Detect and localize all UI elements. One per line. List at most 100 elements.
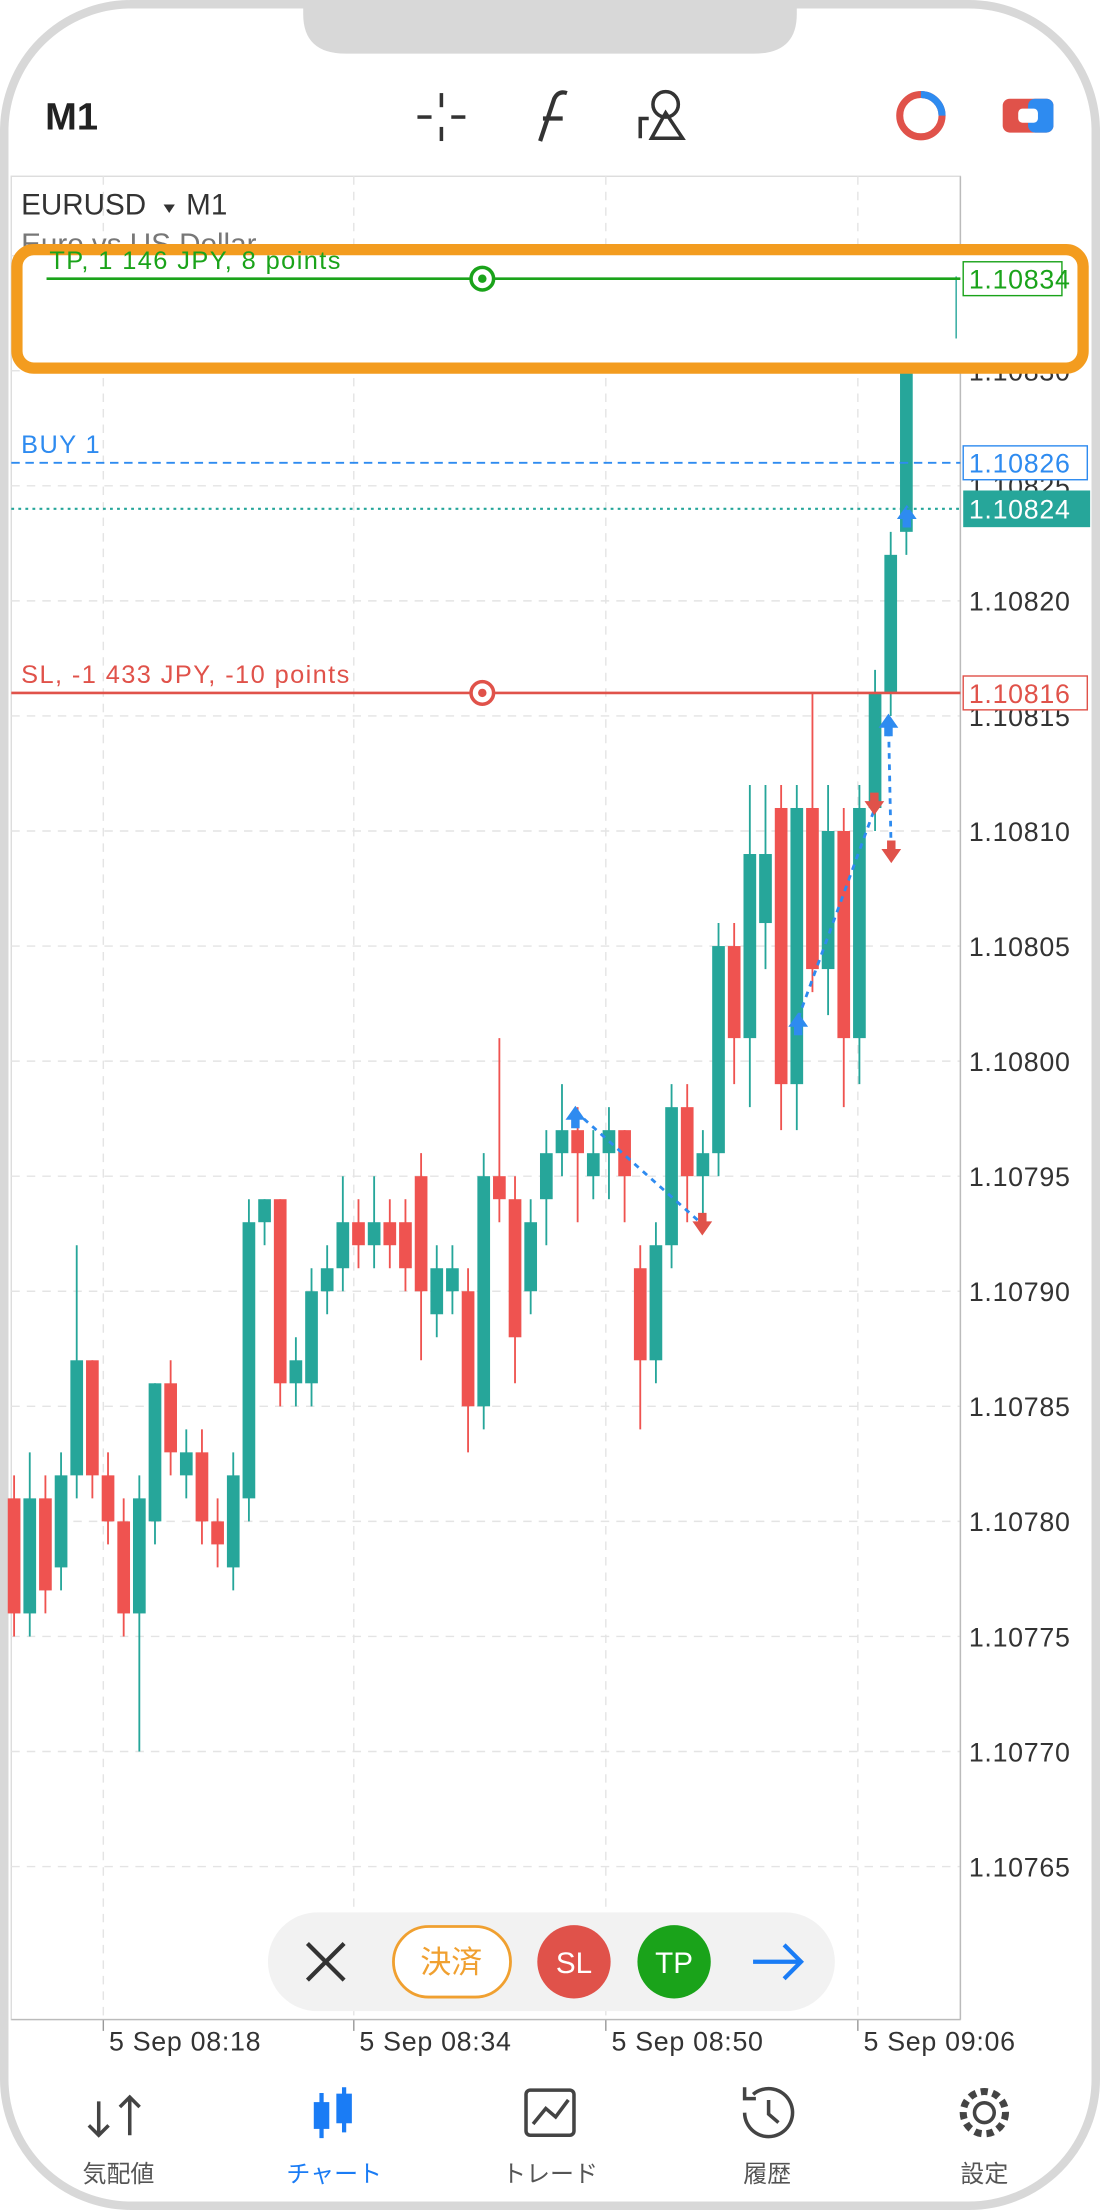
trade-link: [574, 719, 893, 1226]
candle-body: [493, 1176, 506, 1200]
candle-body: [336, 1222, 350, 1269]
tab-label[interactable]: トレード: [502, 2161, 598, 2188]
bid-label: 1.10824: [969, 495, 1071, 525]
symbol: EURUSD: [21, 188, 146, 221]
candle-body: [305, 1291, 318, 1384]
level-handle-dot: [478, 688, 487, 698]
trade-tab-line: [531, 2098, 570, 2126]
indicator-icon[interactable]: [538, 90, 568, 142]
notch: [303, 0, 797, 54]
candle-body: [414, 1176, 428, 1292]
candle-body: [242, 1222, 256, 1499]
next-button[interactable]: [753, 1943, 805, 1981]
candle-body: [571, 1130, 584, 1154]
y-tick-label: 1.10800: [969, 1047, 1071, 1077]
symbol-dropdown[interactable]: [163, 204, 175, 213]
trade-arrow: [692, 1212, 713, 1236]
one-click-icon[interactable]: [896, 90, 946, 141]
candle-body: [39, 1498, 52, 1591]
candle-body: [132, 1498, 146, 1614]
level-handle-dot: [478, 274, 487, 283]
candle-body: [790, 807, 804, 1085]
x-tick-label: 5 Sep 08:50: [611, 2027, 763, 2057]
trade-arrow: [896, 504, 917, 528]
objects-icon[interactable]: [638, 89, 686, 140]
candle-body: [821, 831, 835, 970]
x-tick-label: 5 Sep 08:18: [109, 2027, 261, 2057]
candle-body: [273, 1199, 287, 1384]
price-label: 1.10816: [969, 679, 1071, 709]
trade-icon[interactable]: [1002, 98, 1054, 133]
candle-body: [900, 370, 913, 532]
candle-body: [179, 1452, 193, 1476]
tab-bar: 気配値 チャート トレード 履歴 設定: [83, 2161, 1009, 2188]
tp-label[interactable]: TP: [655, 1947, 693, 1980]
quotes-icon[interactable]: [87, 2094, 141, 2138]
candle-body: [806, 807, 819, 970]
y-tick-label: 1.10810: [969, 817, 1071, 847]
y-tick-label: 1.10770: [969, 1737, 1071, 1767]
sl-label[interactable]: SL: [556, 1947, 592, 1980]
candle-body: [148, 1383, 162, 1522]
chart-icon[interactable]: [313, 2087, 352, 2139]
candle-body: [665, 1107, 678, 1246]
candle-body: [23, 1498, 37, 1614]
candle-body: [727, 946, 741, 1039]
candle-body: [477, 1176, 491, 1407]
candle-body: [680, 1107, 694, 1177]
close-position-button[interactable]: [392, 1925, 512, 1999]
price-label-bg: [962, 445, 1089, 481]
level-label: SL, -1 433 JPY, -10 points: [21, 661, 351, 689]
candle-body: [195, 1452, 209, 1522]
price-label: 1.10826: [969, 449, 1071, 479]
tab-label[interactable]: 気配値: [83, 2161, 155, 2188]
x-tick-label: 5 Sep 09:06: [863, 2027, 1015, 2057]
y-tick-label: 1.10775: [969, 1622, 1071, 1652]
crosshair-icon[interactable]: [417, 93, 466, 142]
candle-body: [258, 1199, 271, 1223]
candle-body: [633, 1268, 647, 1361]
close-position-label[interactable]: 決済: [420, 1945, 482, 1980]
tab-icons: [87, 2086, 1010, 2139]
level-label: TP, 1 146 JPY, 8 points: [49, 247, 341, 275]
close-button[interactable]: [305, 1941, 346, 1982]
sl-button[interactable]: [537, 1925, 611, 1999]
candle-body: [837, 831, 851, 1039]
candle-body: [430, 1268, 444, 1315]
history-icon[interactable]: [742, 2086, 795, 2139]
settings-icon[interactable]: [972, 2101, 996, 2125]
tab-label[interactable]: チャート: [286, 2161, 382, 2188]
candle-body: [649, 1245, 663, 1361]
candle-body: [524, 1222, 538, 1292]
candle-body: [383, 1222, 397, 1246]
tp-button[interactable]: [637, 1925, 711, 1999]
price-label-bg: [962, 261, 1063, 297]
trade-arrow: [881, 840, 902, 864]
candle-body: [211, 1521, 224, 1545]
candle-body: [743, 854, 757, 1039]
tab-label[interactable]: 履歴: [743, 2161, 791, 2188]
trade-tab-icon[interactable]: [524, 2088, 576, 2138]
plot-background: [10, 175, 962, 2021]
y-tick-label: 1.10790: [969, 1277, 1071, 1307]
candle-body: [539, 1153, 553, 1200]
bid-label-bg: [963, 490, 1091, 528]
candle-body: [508, 1199, 522, 1338]
candle-body: [461, 1291, 475, 1407]
price-label-bg: [962, 675, 1089, 711]
candle-body: [586, 1153, 600, 1177]
candle-body: [101, 1475, 115, 1522]
y-tick-label: 1.10820: [969, 587, 1071, 617]
y-tick-label: 1.10805: [969, 932, 1071, 962]
chart-timeframe: M1: [186, 188, 227, 221]
tab-label[interactable]: 設定: [960, 2161, 1008, 2188]
candle-body: [289, 1360, 303, 1384]
candle-body: [320, 1268, 334, 1292]
candle-body: [696, 1153, 710, 1177]
candle-body: [759, 854, 772, 924]
candle-body: [226, 1475, 240, 1568]
timeframe[interactable]: M1: [45, 97, 98, 139]
trade-arrow: [788, 1012, 809, 1036]
